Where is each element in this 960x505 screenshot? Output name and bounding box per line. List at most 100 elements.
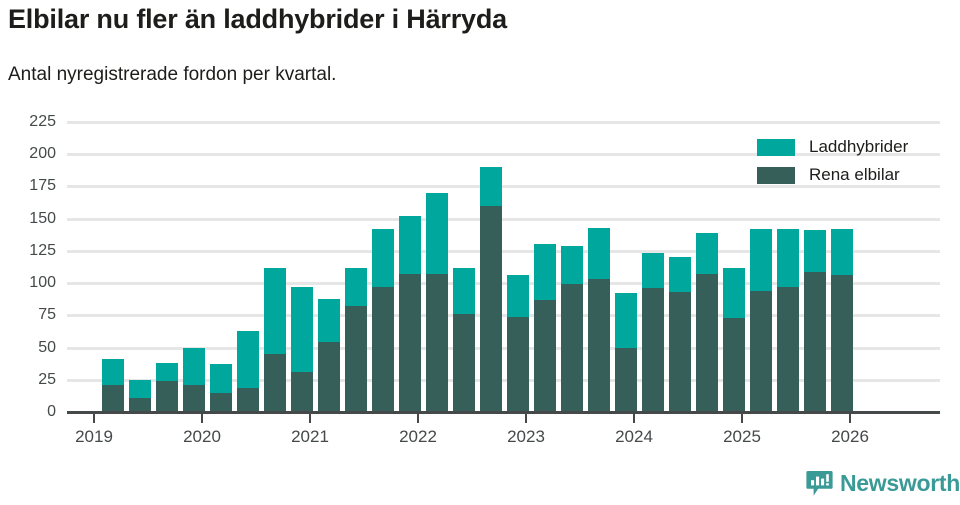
bar-segment-rena-elbilar [345, 306, 367, 412]
bar-segment-laddhybrider [642, 253, 664, 289]
bar-segment-rena-elbilar [561, 284, 583, 412]
legend-item-rena-elbilar[interactable]: Rena elbilar [757, 161, 908, 189]
bar-segment-laddhybrider [210, 364, 232, 393]
gridline [67, 217, 940, 221]
bar-segment-rena-elbilar [102, 384, 124, 412]
bar-segment-laddhybrider [480, 167, 502, 206]
bar-segment-rena-elbilar [750, 290, 772, 412]
bar-segment-rena-elbilar [372, 286, 394, 412]
y-axis-tick-label: 100 [29, 274, 56, 292]
x-axis-tick-mark [93, 414, 95, 423]
x-axis-tick-mark [417, 414, 419, 423]
gridline [67, 282, 940, 286]
x-axis-tick-label: 2026 [831, 427, 869, 446]
x-axis-tick-label: 2024 [615, 427, 653, 446]
y-axis-tick-label: 125 [29, 241, 56, 259]
x-axis-tick-label: 2021 [291, 427, 329, 446]
bar-segment-rena-elbilar [210, 392, 232, 412]
bar-segment-laddhybrider [399, 216, 421, 275]
logo-text: Newsworthy [840, 470, 960, 496]
x-axis-tick-label: 2022 [399, 427, 437, 446]
bar-segment-laddhybrider [696, 232, 718, 275]
bar-segment-rena-elbilar [507, 316, 529, 412]
bar-segment-laddhybrider [615, 293, 637, 348]
chart-subtitle: Antal nyregistrerade fordon per kvartal. [8, 64, 337, 85]
bar-segment-laddhybrider [129, 379, 151, 398]
bar-segment-rena-elbilar [426, 274, 448, 412]
bar-segment-laddhybrider [318, 298, 340, 343]
bar-segment-laddhybrider [372, 228, 394, 287]
newsworthy-logo[interactable]: Newsworthy [806, 470, 960, 497]
bar-segment-laddhybrider [777, 228, 799, 287]
bar-segment-laddhybrider [183, 347, 205, 385]
bar-segment-rena-elbilar [669, 292, 691, 412]
bar-segment-laddhybrider [426, 192, 448, 275]
gridline [67, 314, 940, 318]
bar-segment-rena-elbilar [588, 279, 610, 412]
bar-segment-rena-elbilar [642, 288, 664, 412]
bar-segment-rena-elbilar [804, 271, 826, 412]
bar-segment-rena-elbilar [615, 347, 637, 412]
bar-segment-rena-elbilar [696, 274, 718, 412]
bar-segment-rena-elbilar [480, 205, 502, 412]
bar-segment-laddhybrider [804, 230, 826, 272]
bar-segment-rena-elbilar [831, 275, 853, 412]
y-axis-tick-label: 200 [29, 145, 56, 163]
page-title: Elbilar nu fler än laddhybrider i Härryd… [8, 4, 507, 34]
legend-swatch-laddhybrider [757, 138, 795, 156]
bar-segment-laddhybrider [453, 267, 475, 315]
bar-segment-laddhybrider [102, 359, 124, 385]
bar-segment-laddhybrider [237, 330, 259, 388]
y-axis-tick-label: 225 [29, 113, 56, 130]
y-axis-tick-label: 150 [29, 209, 56, 227]
bar-segment-laddhybrider [507, 275, 529, 317]
legend-swatch-rena-elbilar [757, 166, 795, 184]
x-axis-tick-mark [849, 414, 851, 423]
bar-segment-rena-elbilar [453, 314, 475, 412]
bar-segment-laddhybrider [264, 267, 286, 354]
gridline [67, 249, 940, 253]
bar-segment-laddhybrider [156, 363, 178, 382]
bar-segment-rena-elbilar [534, 299, 556, 412]
bar-segment-rena-elbilar [723, 317, 745, 412]
x-axis-tick-label: 2019 [75, 427, 113, 446]
gridline [67, 153, 940, 157]
x-axis-tick-mark [309, 414, 311, 423]
bar-segment-rena-elbilar [777, 286, 799, 412]
y-axis-tick-label: 75 [38, 306, 56, 324]
x-axis-tick-label: 2020 [183, 427, 221, 446]
x-axis-tick-mark [525, 414, 527, 423]
x-axis-tick-mark [633, 414, 635, 423]
y-axis-tick-label: 175 [29, 177, 56, 195]
legend-item-laddhybrider[interactable]: Laddhybrider [757, 133, 908, 161]
bar-segment-rena-elbilar [291, 372, 313, 412]
bar-segment-laddhybrider [669, 257, 691, 293]
legend-label-laddhybrider: Laddhybrider [809, 137, 909, 156]
bar-segment-rena-elbilar [318, 342, 340, 412]
x-axis-tick-label: 2023 [507, 427, 545, 446]
bar-segment-laddhybrider [588, 227, 610, 280]
bar-segment-rena-elbilar [264, 354, 286, 412]
bar-segment-laddhybrider [291, 286, 313, 373]
bar-segment-laddhybrider [345, 267, 367, 307]
x-axis-tick-mark [201, 414, 203, 423]
bar-segment-laddhybrider [750, 228, 772, 291]
gridline [67, 185, 940, 189]
bar-segment-rena-elbilar [399, 274, 421, 412]
y-axis-tick-label: 0 [47, 403, 56, 420]
x-axis-tick-mark [741, 414, 743, 423]
gridline [67, 378, 940, 382]
bar-segment-laddhybrider [831, 228, 853, 276]
bar-chart-bubble-icon [806, 470, 833, 497]
bar-segment-laddhybrider [534, 244, 556, 300]
chart-legend: Laddhybrider Rena elbilar [757, 133, 908, 189]
x-axis-line [67, 411, 940, 414]
bar-segment-laddhybrider [723, 267, 745, 318]
bar-segment-rena-elbilar [183, 384, 205, 412]
y-axis-tick-label: 25 [38, 370, 56, 388]
gridline [67, 121, 940, 124]
gridline [67, 346, 940, 350]
y-axis-tick-label: 50 [38, 338, 56, 356]
bar-segment-rena-elbilar [237, 387, 259, 412]
